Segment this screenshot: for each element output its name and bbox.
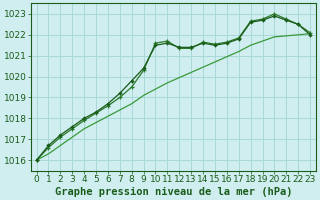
X-axis label: Graphe pression niveau de la mer (hPa): Graphe pression niveau de la mer (hPa) bbox=[55, 186, 292, 197]
